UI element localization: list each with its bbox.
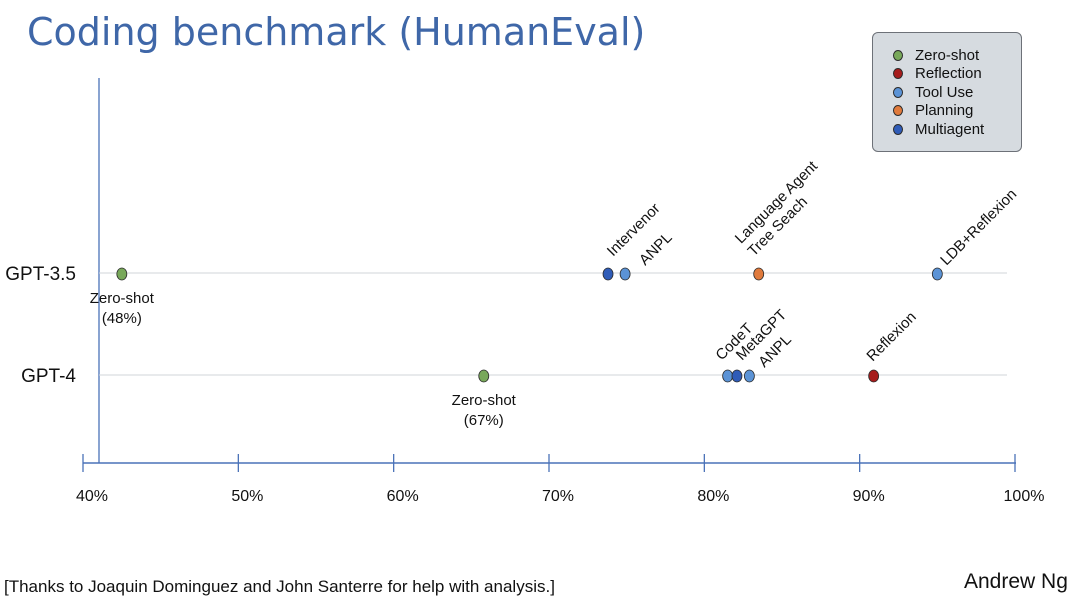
author-name: Andrew Ng: [964, 570, 1068, 593]
x-tick-label: 70%: [542, 488, 574, 505]
data-point: [753, 267, 765, 281]
data-point: [931, 267, 943, 281]
data-point: [602, 267, 614, 281]
legend: Zero-shot Reflection Tool Use Planning Multi…: [872, 32, 1022, 152]
data-label: (48%): [102, 310, 142, 327]
legend-marker-icon: [893, 123, 903, 135]
data-point: [731, 369, 743, 383]
data-label: LDB+Reflexion: [937, 186, 1020, 269]
legend-item: Tool Use: [893, 83, 1021, 102]
data-point: [743, 369, 755, 383]
data-label: ANPL: [636, 229, 676, 269]
legend-label: Reflection: [915, 65, 982, 83]
data-label: Language AgentTree Seach: [732, 157, 835, 260]
data-label: Zero-shot: [90, 290, 155, 307]
data-point: [116, 267, 128, 281]
chart-canvas: 40% 50% 60% 70% 80% 90% 100% GPT-3.5 GPT-4 Zero-s…: [5, 78, 1045, 505]
legend-marker-icon: [893, 105, 903, 117]
data-point: [478, 369, 490, 383]
legend-item: Multiagent: [893, 120, 1021, 139]
y-category-label: GPT-3.5: [5, 264, 76, 285]
data-label: Reflexion: [863, 309, 919, 365]
x-tick-label: 40%: [76, 488, 108, 505]
x-tick-label: 60%: [387, 488, 419, 505]
footnote: [Thanks to Joaquin Dominguez and John Sa…: [4, 577, 555, 596]
legend-label: Tool Use: [915, 83, 974, 101]
data-label: (67%): [464, 412, 504, 429]
x-tick-label: 90%: [853, 488, 885, 505]
legend-label: Zero-shot: [915, 46, 980, 64]
chart-title: Coding benchmark (HumanEval): [27, 10, 646, 54]
x-tick-label: 80%: [697, 488, 729, 505]
data-point: [722, 369, 734, 383]
data-label: Zero-shot: [452, 392, 517, 409]
legend-marker-icon: [893, 68, 903, 80]
legend-item: Planning: [893, 102, 1021, 121]
x-tick-label: 100%: [1004, 488, 1045, 505]
legend-marker-icon: [893, 86, 903, 98]
legend-label: Planning: [915, 102, 974, 120]
y-category-label: GPT-4: [21, 366, 76, 387]
legend-item: Reflection: [893, 65, 1021, 84]
data-point: [868, 369, 880, 383]
legend-label: Multiagent: [915, 120, 985, 138]
data-point: [619, 267, 631, 281]
legend-marker-icon: [893, 49, 903, 61]
legend-item: Zero-shot: [893, 46, 1021, 65]
x-tick-label: 50%: [231, 488, 263, 505]
